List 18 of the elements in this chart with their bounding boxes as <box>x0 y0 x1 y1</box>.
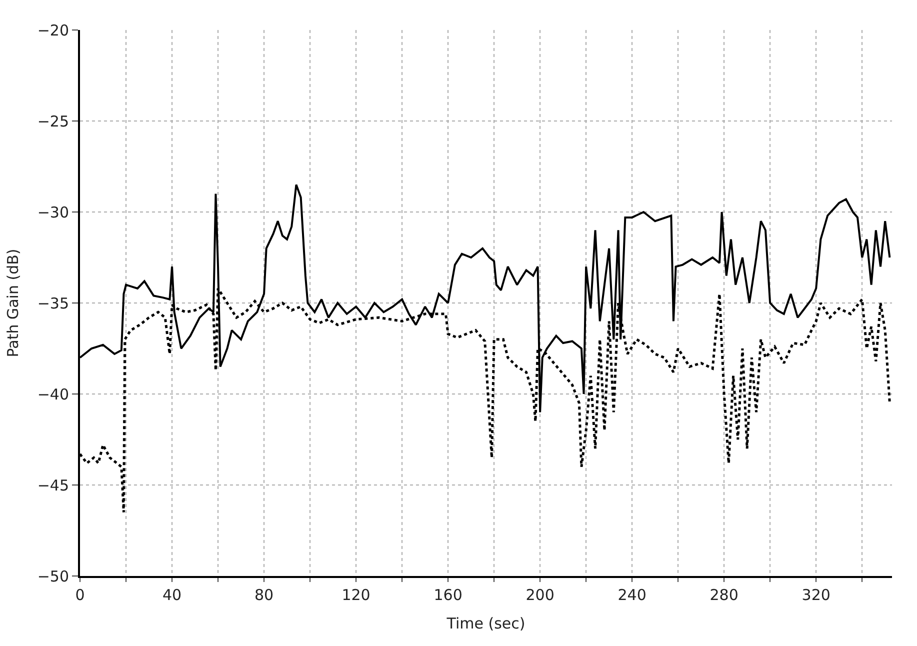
x-tick-label: 280 <box>710 586 738 604</box>
x-tick-label: 120 <box>342 586 370 604</box>
y-tick-label: −50 <box>37 567 69 586</box>
y-tick-label: −30 <box>37 203 69 222</box>
x-tick-label: 40 <box>162 586 182 604</box>
y-tick-label: −20 <box>37 21 69 40</box>
y-tick-label: −35 <box>37 294 69 312</box>
x-tick-label: 200 <box>526 586 554 604</box>
x-tick-label: 240 <box>618 586 646 604</box>
x-tick-label: 160 <box>434 586 462 604</box>
y-tick-label: −40 <box>37 385 69 404</box>
y-axis-title: Path Gain (dB) <box>4 248 22 358</box>
x-tick-label: 320 <box>802 586 830 604</box>
x-tick-label: 0 <box>75 586 85 604</box>
x-axis-title: Time (sec) <box>446 614 526 632</box>
x-tick-label: 80 <box>254 586 274 604</box>
y-tick-label: −25 <box>37 112 69 130</box>
y-tick-label: −45 <box>37 476 69 494</box>
